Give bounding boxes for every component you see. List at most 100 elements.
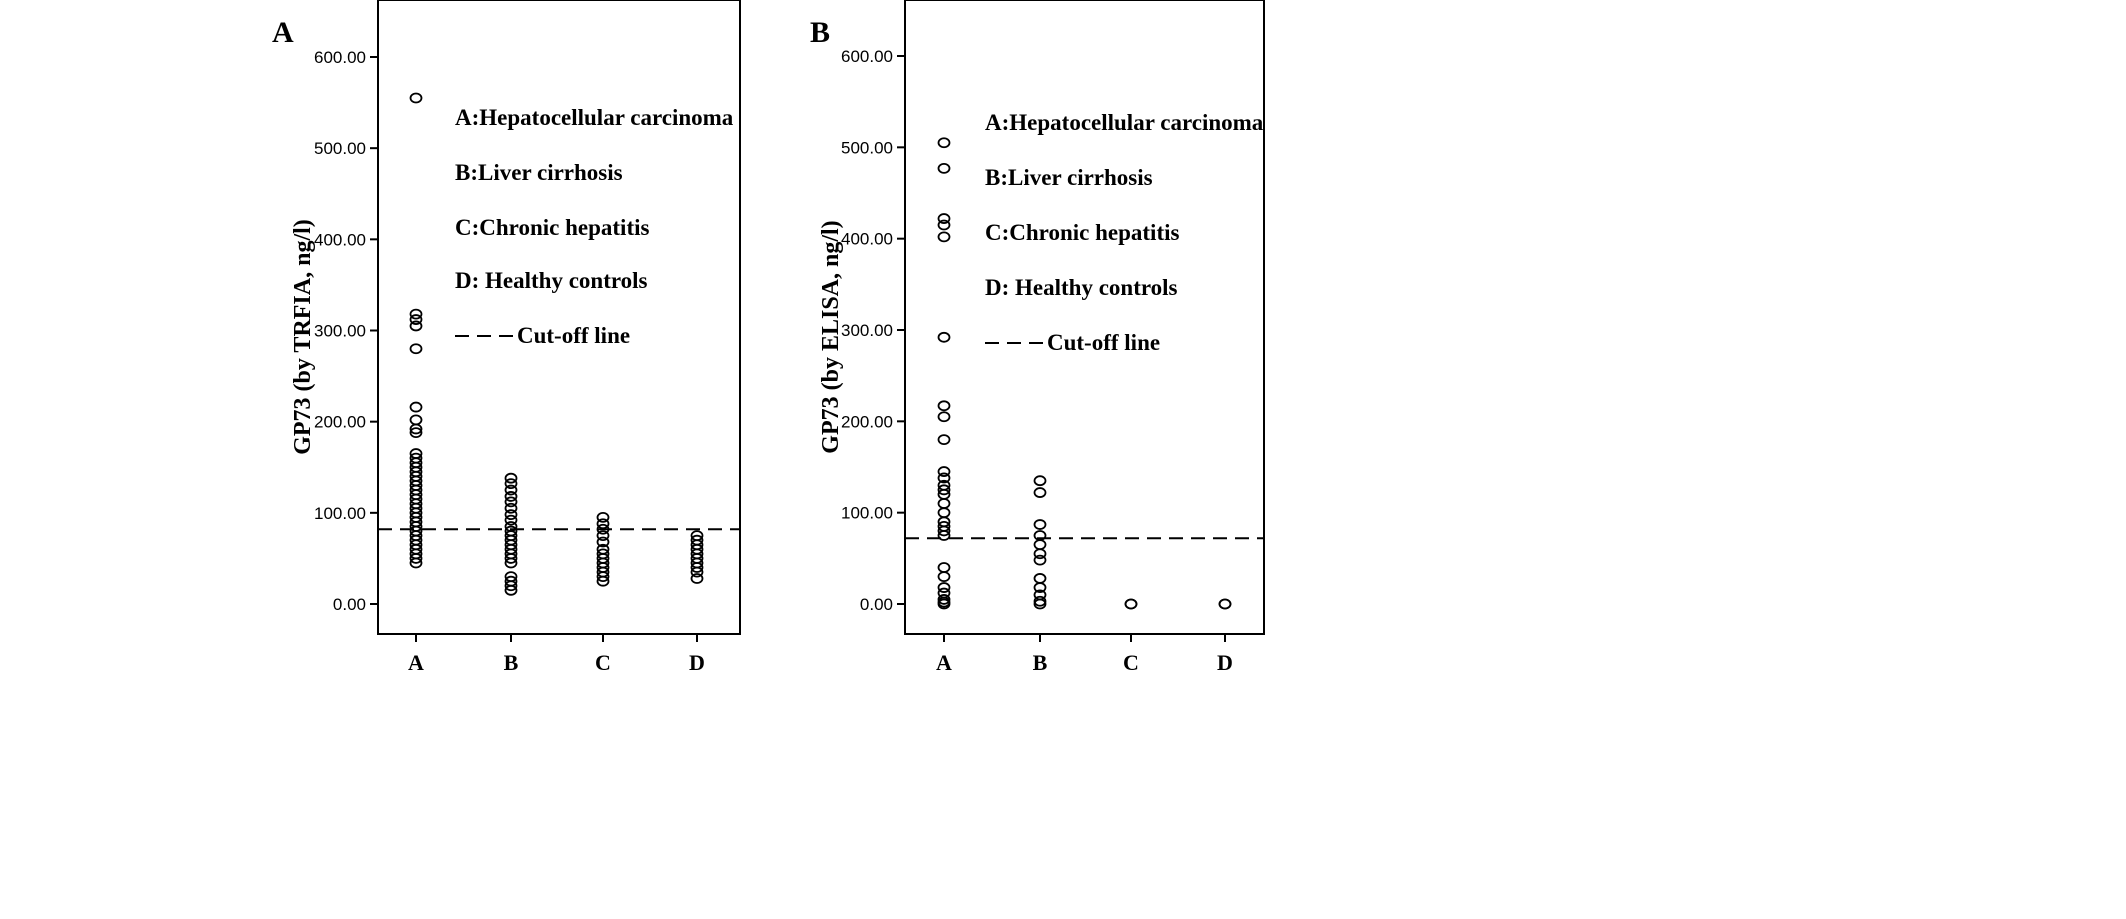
data-point — [937, 525, 951, 537]
y-tick-label: 500.00 — [314, 139, 366, 158]
data-point — [1033, 519, 1047, 530]
x-tick-label: C — [595, 650, 611, 675]
legend-entry: B:Liver cirrhosis — [455, 160, 623, 185]
data-point — [409, 553, 423, 564]
data-point — [937, 466, 951, 477]
x-tick-label: C — [1123, 650, 1139, 675]
legend-entry: A:Hepatocellular carcinoma — [985, 110, 1264, 135]
x-tick-label: B — [1033, 650, 1048, 675]
y-tick-label: 200.00 — [841, 412, 893, 431]
data-point — [937, 582, 951, 593]
data-point — [1033, 487, 1047, 498]
data-point — [504, 509, 518, 521]
y-tick-label: 600.00 — [841, 47, 893, 66]
legend-entry: Cut-off line — [517, 323, 630, 348]
data-point — [1033, 554, 1047, 566]
x-tick-label: A — [936, 650, 952, 675]
y-tick-label: 400.00 — [841, 230, 893, 249]
data-point — [937, 530, 951, 541]
y-tick-label: 100.00 — [841, 504, 893, 523]
data-point — [1218, 598, 1232, 610]
data-point — [504, 484, 518, 496]
y-tick-label: 500.00 — [841, 138, 893, 157]
data-point — [937, 411, 951, 423]
data-point — [409, 414, 423, 426]
data-point — [937, 400, 951, 412]
data-point — [596, 536, 610, 548]
data-point — [504, 580, 518, 592]
data-point — [596, 571, 610, 583]
x-tick-label: A — [408, 650, 424, 675]
y-tick-label: 300.00 — [314, 322, 366, 341]
data-point — [504, 478, 518, 490]
data-point — [690, 573, 704, 584]
legend-entry: C:Chronic hepatitis — [455, 215, 649, 240]
y-axis-label: GP73 (by TRFIA, ng/l) — [290, 219, 316, 455]
legend-entry: B:Liver cirrhosis — [985, 165, 1153, 190]
data-point — [596, 523, 610, 535]
y-tick-label: 0.00 — [860, 595, 893, 614]
data-point — [409, 423, 423, 435]
data-point — [937, 231, 951, 243]
y-tick-label: 0.00 — [333, 595, 366, 614]
data-point — [937, 562, 951, 573]
data-point — [937, 137, 951, 149]
data-point — [937, 219, 951, 231]
y-tick-label: 300.00 — [841, 321, 893, 340]
panel-label: B — [810, 16, 830, 49]
data-point — [937, 498, 951, 509]
data-point — [504, 496, 518, 508]
data-point — [409, 401, 423, 413]
data-point — [596, 575, 610, 587]
plot-frame — [904, 0, 1265, 635]
data-point — [504, 491, 518, 502]
data-point — [1033, 573, 1047, 584]
data-point — [596, 530, 610, 542]
data-point — [937, 507, 951, 519]
y-tick-label: 400.00 — [314, 230, 366, 249]
legend-entry: A:Hepatocellular carcinoma — [455, 105, 734, 130]
data-point — [409, 314, 423, 325]
data-point — [409, 308, 423, 320]
data-point — [937, 434, 951, 446]
data-point — [937, 472, 951, 484]
data-point — [409, 92, 423, 104]
data-point — [1033, 582, 1047, 593]
y-tick-label: 600.00 — [314, 48, 366, 67]
legend-entry: Cut-off line — [1047, 330, 1160, 355]
y-tick-label: 200.00 — [314, 413, 366, 432]
legend-entry: D: Healthy controls — [985, 275, 1178, 300]
data-point — [1033, 539, 1047, 551]
data-point — [409, 320, 423, 332]
data-point — [504, 502, 518, 514]
data-point — [409, 427, 423, 439]
data-point — [937, 484, 951, 496]
data-point — [504, 557, 518, 569]
y-tick-label: 100.00 — [314, 504, 366, 523]
data-point — [1033, 548, 1047, 560]
legend-entry: C:Chronic hepatitis — [985, 220, 1179, 245]
x-tick-label: D — [689, 650, 705, 675]
data-point — [937, 331, 951, 343]
data-point — [596, 511, 610, 523]
data-point — [937, 213, 951, 224]
data-point — [409, 343, 423, 355]
data-point — [1033, 475, 1047, 487]
data-point — [596, 518, 610, 530]
x-tick-label: B — [504, 650, 519, 675]
data-point — [1124, 598, 1138, 610]
data-point — [937, 162, 951, 174]
data-point — [690, 566, 704, 578]
data-point — [409, 557, 423, 569]
data-point — [690, 562, 704, 573]
panel-label: A — [272, 16, 294, 49]
plot-frame — [377, 0, 741, 635]
data-point — [937, 598, 951, 610]
data-point — [504, 472, 518, 484]
x-tick-label: D — [1217, 650, 1233, 675]
data-point — [504, 584, 518, 596]
legend-entry: D: Healthy controls — [455, 268, 648, 293]
y-axis-label: GP73 (by ELISA, ng/l) — [818, 220, 844, 453]
data-point — [504, 514, 518, 526]
